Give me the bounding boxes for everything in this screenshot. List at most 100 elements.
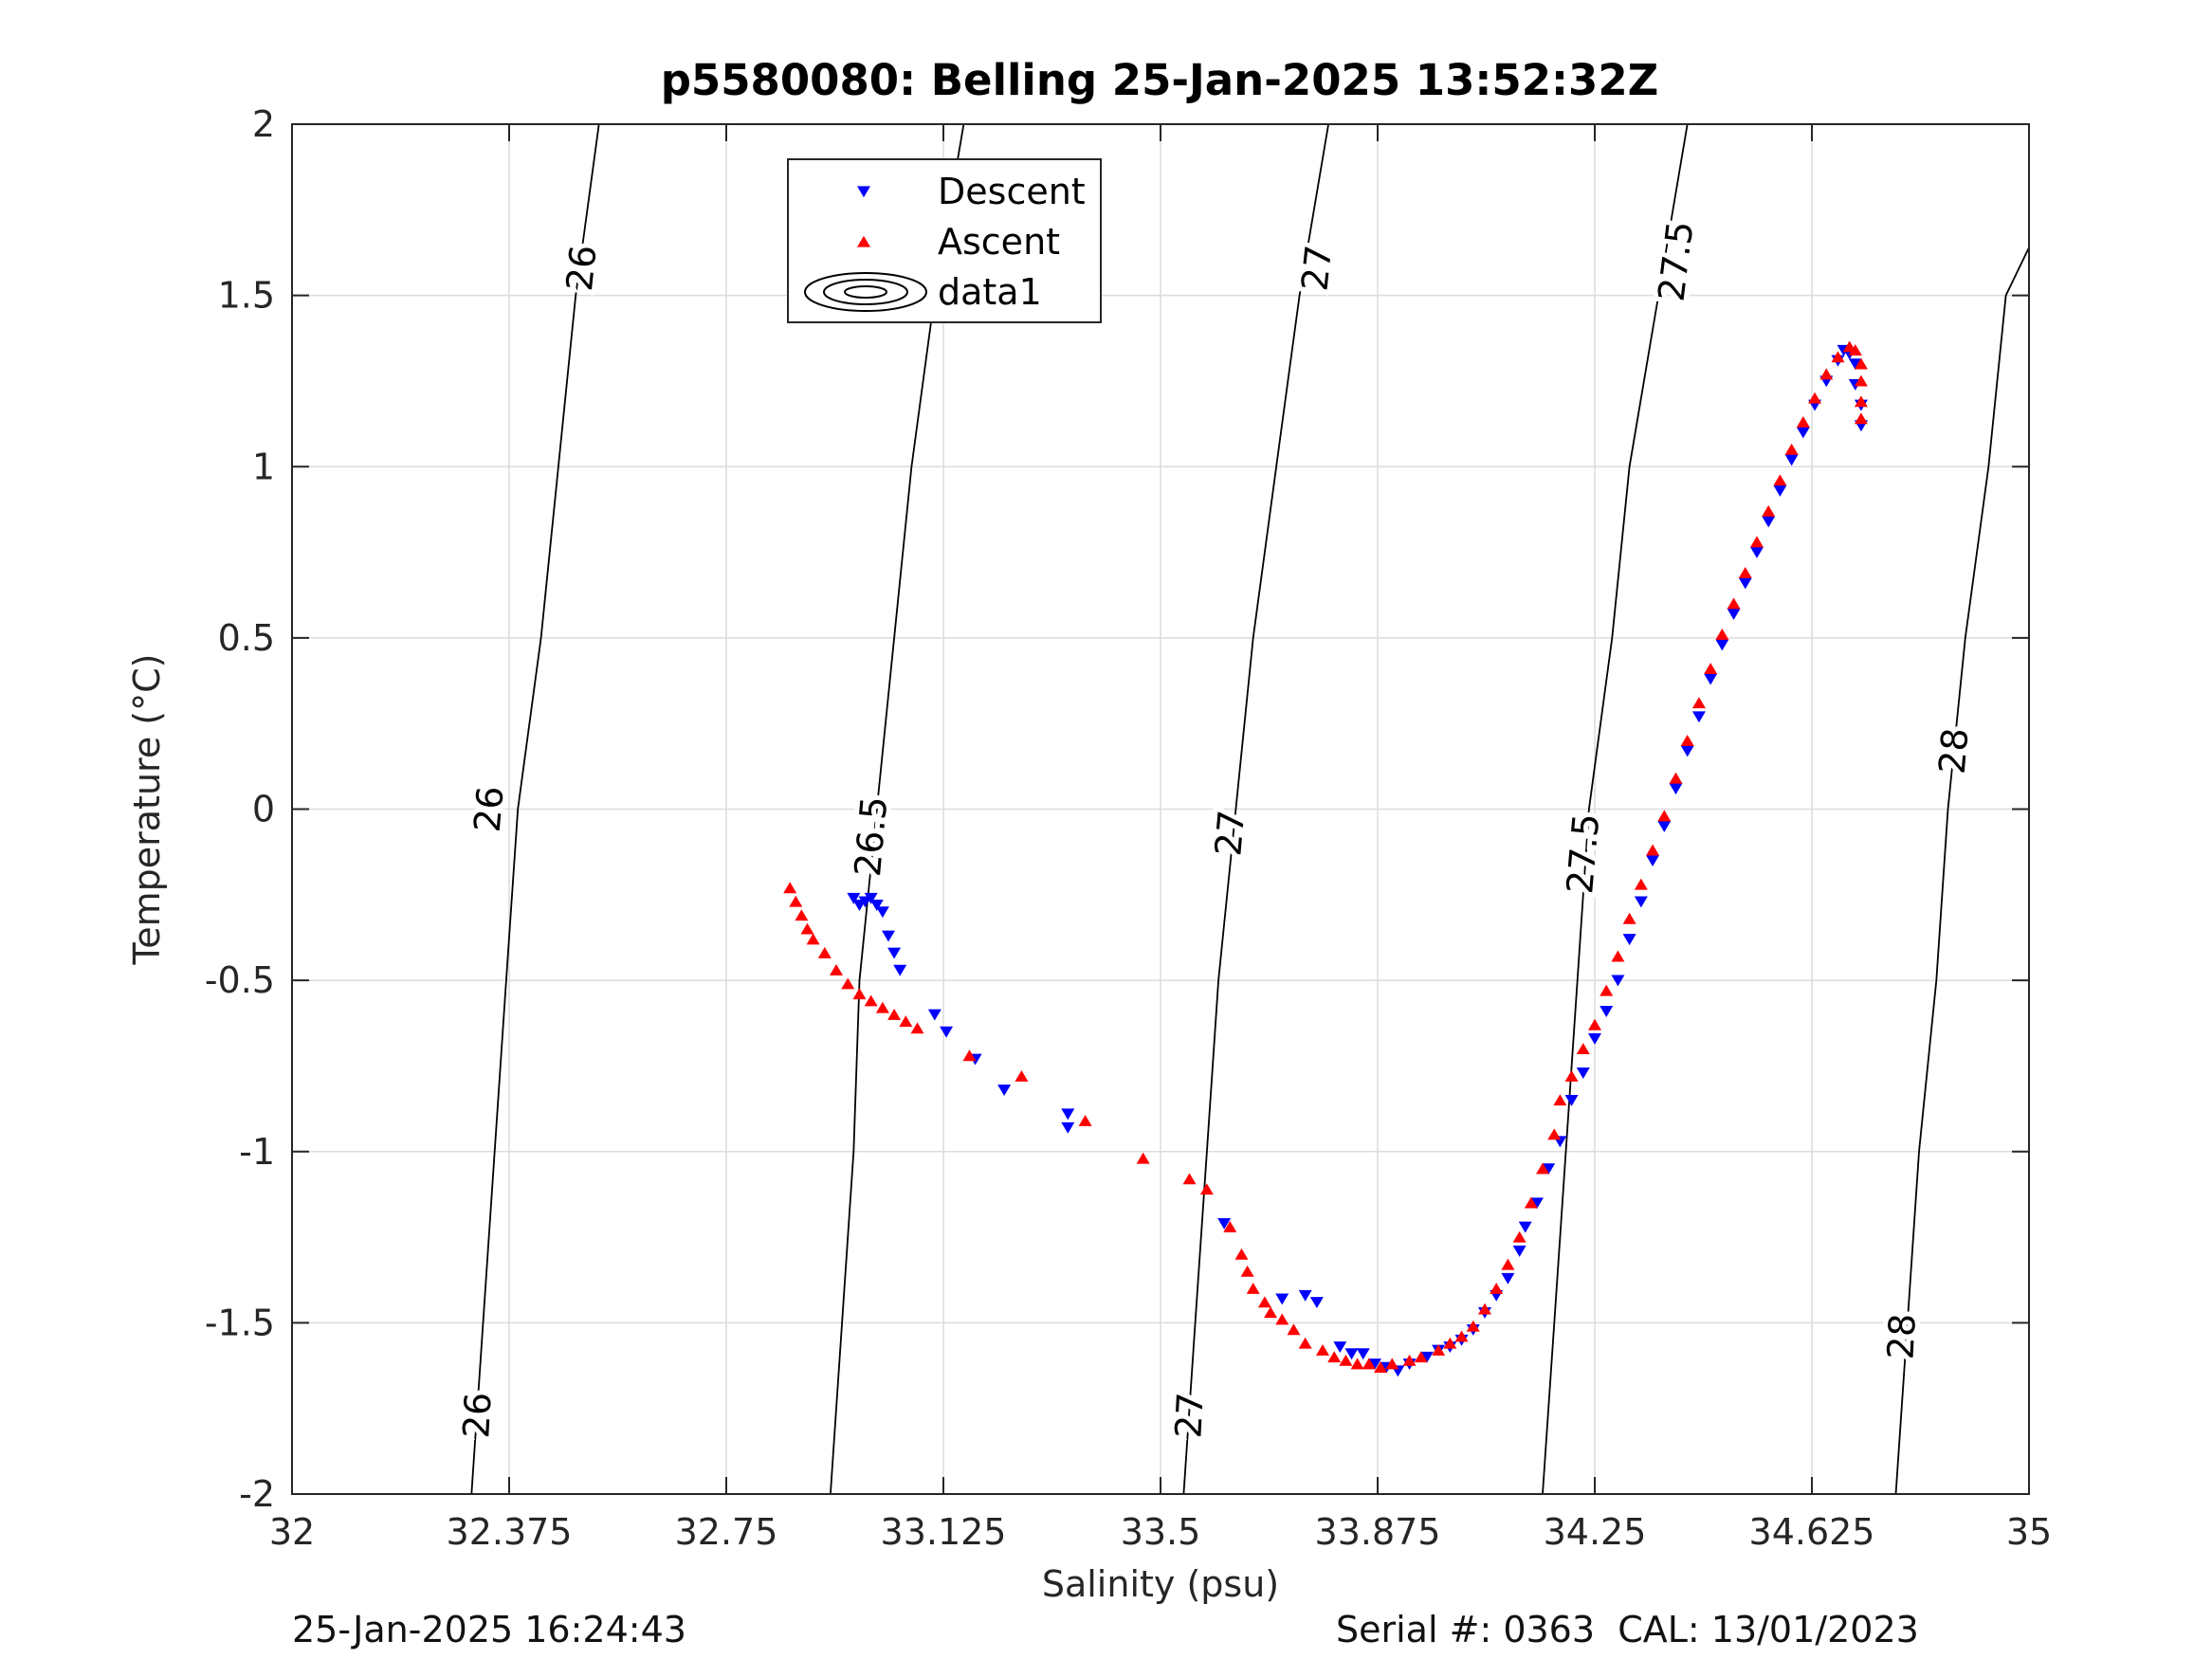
ascent-point [1691,697,1706,709]
data-series [783,340,1868,1377]
descent-point [881,930,895,942]
ascent-point [1738,566,1752,578]
descent-point [1669,783,1683,795]
y-tick-label: -1 [239,1131,275,1173]
ascent-point [1287,1323,1301,1336]
ascent-point [789,895,803,907]
ascent-point [875,1001,889,1013]
contour-label: 28 [1879,1313,1923,1361]
ascent-point [864,994,878,1007]
contour-line [830,124,965,1494]
y-tick-label: 1.5 [218,275,275,317]
ascent-point [1257,1296,1271,1308]
y-tick-label: 1 [252,446,275,487]
contour-label: 27 [1293,243,1340,293]
ascent-point [1634,878,1648,890]
descent-point [1061,1108,1075,1121]
ascent-point [852,988,867,1000]
descent-point [1529,1197,1544,1210]
y-tick-label: -1.5 [205,1302,275,1343]
ascent-point [1611,950,1625,962]
descent-point [1727,608,1741,620]
ascent-point [1078,1114,1092,1126]
ascent-point [887,1008,902,1020]
ascent-point [1749,536,1764,548]
ascent-point [1553,1094,1567,1106]
ascent-point [910,1022,924,1034]
contour-label: 26.5 [847,794,895,878]
x-axis-label: Salinity (psu) [1042,1563,1279,1605]
ascent-point [1848,344,1862,356]
x-tick-label: 33.5 [1121,1511,1201,1553]
descent-point [1217,1218,1232,1230]
ascent-point [817,946,832,958]
contour-label: 27.5 [1559,811,1607,895]
descent-point [1518,1221,1532,1233]
descent-point [1344,1348,1359,1360]
ascent-point [841,977,855,990]
ascent-point [1240,1265,1254,1277]
y-tick-label: 0.5 [218,617,275,659]
ascent-point [1385,1358,1399,1370]
ascent-point [1524,1196,1538,1209]
x-tick-label: 32.75 [675,1511,778,1553]
ascent-point [1275,1313,1289,1325]
ascent-point [1454,1330,1469,1342]
ascent-point [1784,443,1799,455]
x-tick-label: 32 [269,1511,315,1553]
legend-contour-icon [844,285,887,299]
descent-point [1784,454,1799,466]
ascent-point [1199,1183,1214,1195]
ascent-point [1646,844,1660,856]
descent-point [1588,1032,1601,1045]
ascent-point [1182,1173,1197,1185]
descent-point [1715,639,1729,651]
ascent-point [1808,392,1822,404]
x-tick-label: 33.125 [881,1511,1007,1553]
ascent-point [1339,1354,1353,1366]
legend-box [787,158,1102,323]
descent-point [869,900,884,911]
descent-point [1576,1067,1590,1079]
ascent-point [1669,772,1683,784]
ascent-point [1547,1128,1562,1140]
legend-contour-icon [823,279,908,305]
ascent-point [899,1015,913,1028]
descent-point [1704,673,1718,685]
ascent-point [962,1049,977,1062]
ascent-point [806,933,820,945]
ascent-point [1762,504,1776,517]
contour-label: 28 [1931,726,1977,775]
descent-point [1309,1297,1324,1308]
ascent-point [1362,1358,1376,1370]
descent-point [1600,1006,1614,1017]
ascent-point [1246,1282,1260,1294]
ascent-point [1223,1220,1237,1232]
ascent-point [1015,1069,1029,1082]
descent-point [1738,577,1752,590]
descent-point [940,1026,954,1038]
descent-point [887,947,902,959]
ascent-point [1477,1303,1491,1315]
ascent-point [1680,734,1694,746]
ascent-point [1327,1351,1342,1363]
ascent-point [1402,1354,1417,1366]
descent-point [1419,1351,1434,1363]
ascent-point [1414,1351,1428,1363]
legend-contour-icon [804,272,927,312]
descent-point [1622,934,1636,946]
contour-label: 26 [558,243,605,293]
descent-point [1275,1293,1289,1305]
ascent-point [830,963,844,975]
contour-label: 26 [466,784,512,833]
contour-label: 27 [1167,1392,1211,1440]
descent-point [1762,516,1776,528]
ascent-point [783,882,797,894]
timestamp-footer: 25-Jan-2025 16:24:43 [292,1609,686,1650]
x-tick-label: 32.375 [447,1511,573,1553]
descent-point [1367,1358,1381,1371]
descent-point [1680,745,1694,757]
chart-title: p5580080: Belling 25-Jan-2025 13:52:32Z [660,55,1659,105]
legend-label: Descent [938,171,1086,212]
